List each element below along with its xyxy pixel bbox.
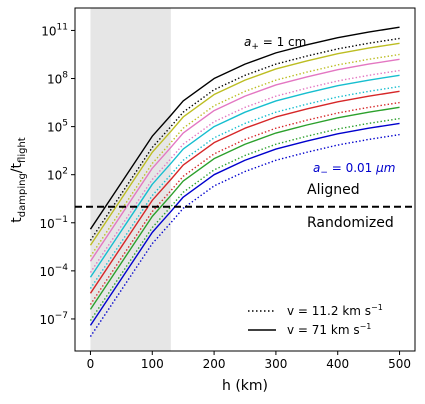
legend: v = 11.2 km s−1 v = 71 km s−1	[248, 303, 383, 337]
y-axis-title: tdamping/tflight	[9, 137, 28, 223]
x-tick-label: 200	[203, 357, 226, 371]
series-line-2	[89, 37, 400, 241]
series-line-1	[89, 26, 400, 230]
series-line-7	[89, 74, 400, 278]
x-tick-label: 300	[264, 357, 287, 371]
y-tick-label: 10−4	[39, 263, 68, 279]
series-line-14	[89, 133, 400, 337]
series-line-12	[89, 117, 400, 321]
y-tick-label: 102	[47, 167, 68, 183]
x-tick-label: 400	[326, 357, 349, 371]
region-label-aligned: Aligned	[307, 182, 360, 198]
y-tick-label: 105	[47, 119, 68, 135]
x-tick-label: 0	[87, 357, 95, 371]
series-line-9	[89, 90, 400, 294]
y-tick-label: 10−7	[39, 311, 68, 327]
x-axis-ticks: 0 100 200 300 400 500	[87, 351, 411, 371]
series-line-11	[89, 106, 400, 310]
y-tick-label: 10−1	[39, 215, 68, 231]
annotation-top-size: a+ = 1 cm	[244, 35, 306, 52]
series-line-10	[89, 101, 400, 305]
series-line-3	[89, 42, 400, 246]
axes-frame	[74, 7, 416, 352]
legend-label-solid: v = 71 km s−1	[287, 322, 371, 337]
series-line-8	[89, 85, 400, 289]
legend-label-dotted: v = 11.2 km s−1	[287, 303, 383, 318]
y-tick-label: 1011	[41, 22, 68, 38]
annotation-bottom-size: a− = 0.01 μm	[313, 161, 395, 178]
series-layer	[89, 26, 400, 337]
series-line-4	[89, 53, 400, 257]
series-line-13	[89, 122, 400, 326]
series-line-5	[89, 58, 400, 262]
series-line-6	[89, 69, 400, 273]
region-label-randomized: Randomized	[307, 215, 394, 231]
y-axis-ticks: 10−7 10−4 10−1 102 105 108 1011	[39, 22, 75, 327]
x-tick-label: 500	[388, 357, 411, 371]
x-tick-label: 100	[141, 357, 164, 371]
x-axis-title: h (km)	[222, 378, 268, 394]
y-tick-label: 108	[47, 71, 68, 87]
